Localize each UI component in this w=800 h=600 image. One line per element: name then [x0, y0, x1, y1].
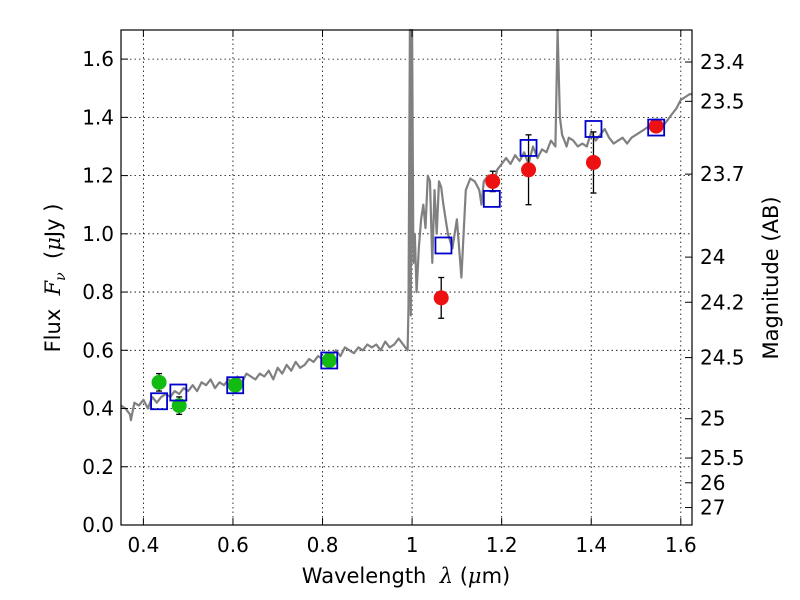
x-tick-label: 1.2	[486, 533, 518, 557]
model-square	[584, 120, 603, 138]
red-point	[485, 173, 501, 189]
plot-frame	[120, 29, 693, 526]
green-point	[227, 377, 243, 393]
model-square	[434, 236, 453, 255]
y-tick-label: 1.0	[82, 222, 114, 246]
red-point	[521, 162, 537, 178]
y2-tick-label: 23.4	[700, 50, 745, 74]
x-tick-label: 1.6	[665, 533, 697, 557]
x-tick-label: 1.4	[575, 533, 607, 557]
y2-tick-label: 25.5	[700, 446, 745, 470]
model-square	[169, 383, 188, 402]
y2-axis-label: Magnitude (AB)	[759, 196, 783, 359]
ticks: 0.4 0.6 0.8 1 1.2 1.4 1.6 0.0 0.2 0.4 0.6 0.8 1.0 1.2…	[82, 30, 745, 557]
model-square	[482, 189, 501, 208]
model-square	[519, 139, 538, 157]
y2-tick-label: 27	[700, 496, 725, 520]
red-point	[585, 154, 601, 170]
red-point	[433, 290, 449, 306]
y-tick-label: 1.6	[82, 47, 114, 71]
red-point	[648, 118, 664, 134]
model-squares	[150, 118, 666, 411]
y-tick-label: 0.6	[82, 338, 114, 362]
y2-tick-label: 25	[700, 407, 725, 431]
y-tick-label: 0.8	[82, 280, 114, 304]
spectrum-series	[120, 28, 692, 422]
y-tick-label: 1.4	[82, 105, 114, 129]
spectrum-line	[120, 28, 692, 422]
x-tick-label: 0.8	[307, 533, 339, 557]
y-tick-label: 0.0	[82, 513, 114, 537]
y2-tick-label: 24.5	[700, 346, 745, 370]
data-points	[151, 118, 664, 414]
model-square	[150, 392, 168, 411]
x-tick-label: 0.4	[127, 533, 159, 557]
x-tick-label: 0.6	[217, 533, 249, 557]
model-square	[226, 376, 245, 395]
y-tick-label: 1.2	[82, 164, 114, 188]
x-tick-label: 1	[406, 533, 419, 557]
y2-tick-label: 23.7	[700, 162, 745, 186]
y2-tick-label: 26	[700, 471, 725, 495]
y2-tick-label: 24.2	[700, 290, 745, 314]
y-tick-label: 0.4	[82, 397, 114, 421]
model-square	[320, 351, 339, 370]
green-point	[321, 352, 337, 368]
y-tick-label: 0.2	[82, 455, 114, 479]
model-square	[647, 118, 666, 137]
y2-tick-label: 24	[700, 245, 725, 269]
green-point	[171, 398, 187, 414]
green-point	[151, 374, 167, 390]
x-axis-label: Wavelength λ (μm)	[302, 564, 510, 588]
y2-tick-label: 23.5	[700, 89, 745, 113]
y-axis-label: Flux Fν (μJy )	[41, 204, 69, 353]
